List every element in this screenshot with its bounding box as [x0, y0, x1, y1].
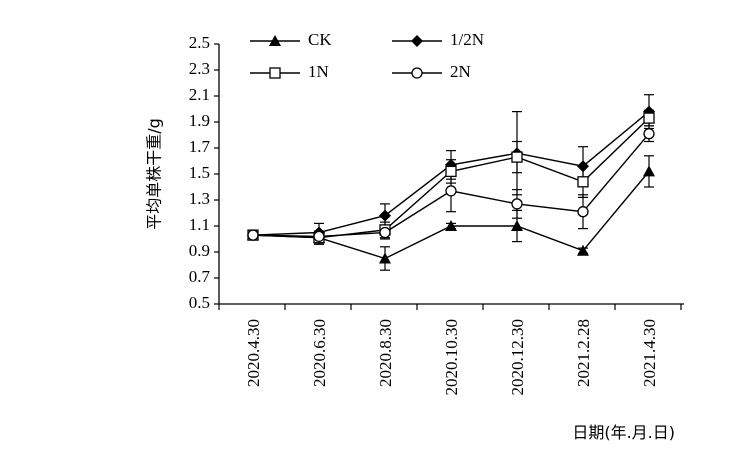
y-tick-label: 2.3: [189, 59, 210, 78]
square-marker: [577, 176, 589, 188]
circle-marker: [511, 198, 523, 210]
y-tick-label: 2.5: [189, 33, 210, 52]
circle-marker: [379, 226, 391, 239]
x-tick-label: 2020.4.30: [244, 319, 263, 387]
error-bars: [248, 94, 654, 271]
diamond-marker: [379, 209, 391, 222]
y-tick-label: 1.1: [189, 215, 210, 234]
triangle-marker: [445, 220, 457, 231]
triangle-marker: [643, 165, 655, 177]
series-markers: [247, 105, 655, 264]
circle-marker: [247, 229, 259, 241]
x-tick-label: 2020.8.30: [376, 319, 395, 387]
x-tick-label: 2020.12.30: [508, 319, 527, 396]
x-tick-label: 2020.6.30: [310, 319, 329, 387]
circle-marker: [313, 230, 325, 243]
y-tick-label: 2.1: [189, 85, 210, 104]
legend-label: 1/2N: [450, 30, 484, 49]
y-tick-label: 0.9: [189, 241, 210, 260]
x-tick-label: 2020.10.30: [442, 319, 461, 396]
square-marker: [269, 67, 281, 79]
circle-marker: [445, 185, 457, 197]
circle-marker: [577, 206, 589, 218]
y-tick-label: 1.3: [189, 189, 210, 208]
diamond-marker: [411, 35, 423, 47]
triangle-marker: [269, 35, 281, 46]
x-axis-title: 日期(年.月.日): [572, 423, 675, 442]
square-marker: [511, 151, 523, 163]
legend-label: CK: [308, 30, 332, 49]
legend-label: 2N: [450, 62, 471, 81]
triangle-marker: [511, 220, 523, 231]
square-marker: [445, 165, 457, 178]
legend: CK 1/2N 1N 2N: [250, 30, 484, 81]
y-ticks: 2.5 2.3 2.1 1.9 1.7 1.5 1.3 1.1 0.9 0.7 0.5: [189, 33, 219, 312]
circle-marker: [411, 67, 423, 79]
legend-label: 1N: [308, 62, 329, 81]
triangle-marker: [379, 252, 391, 264]
y-tick-label: 1.9: [189, 111, 210, 130]
y-tick-label: 0.5: [189, 293, 210, 312]
triangle-marker: [577, 244, 589, 256]
circle-marker: [643, 128, 655, 140]
diamond-marker: [577, 160, 589, 173]
square-marker: [643, 112, 655, 124]
y-tick-label: 1.5: [189, 163, 210, 182]
x-tick-label: 2021.2.28: [574, 319, 593, 387]
y-axis-title: 平均单株干重/g: [145, 118, 164, 230]
x-tick-label: 2021.4.30: [640, 319, 659, 387]
y-tick-label: 0.7: [189, 267, 211, 286]
x-ticks: 2020.4.30 2020.6.30 2020.8.30 2020.10.30 202…: [218, 304, 682, 396]
y-tick-label: 1.7: [189, 137, 211, 156]
